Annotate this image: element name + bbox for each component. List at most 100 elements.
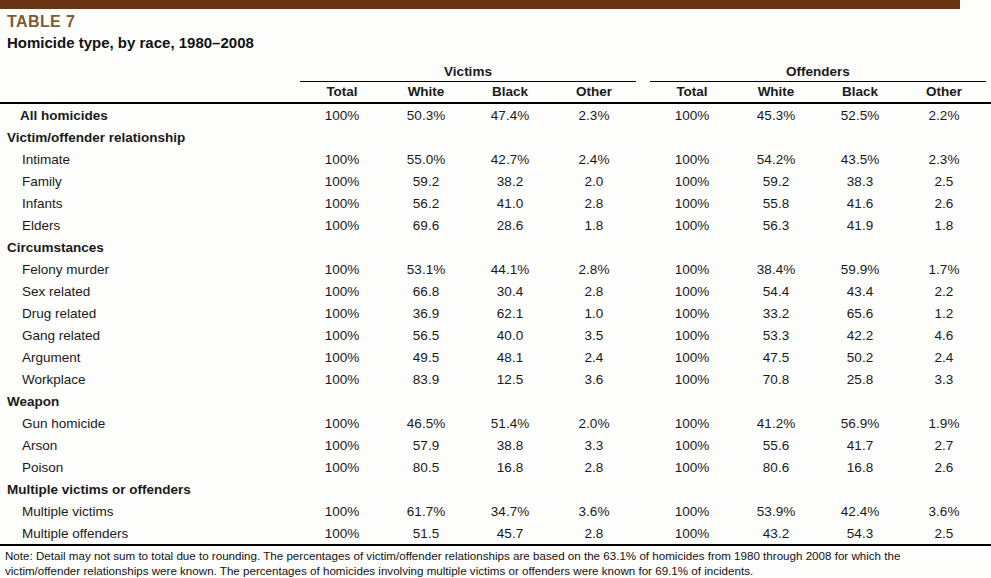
table-cell: 34.7% [468,504,552,519]
table-cell: 56.2 [384,196,468,211]
table-cell: 36.9 [384,306,468,321]
row-label: Workplace [0,372,300,387]
row-label: Family [0,174,300,189]
table-cell: 100% [650,438,734,453]
table-row: Gang related100%56.540.03.5100%53.342.24… [0,324,991,346]
table-cell: 3.6 [552,372,636,387]
table-cell: 56.5 [384,328,468,343]
row-label: Weapon [0,394,300,409]
row-label: Infants [0,196,300,211]
column-group-header-row: Victims Offenders [0,62,991,81]
table-cell: 1.0 [552,306,636,321]
table-cell: 55.8 [734,196,818,211]
table-cell: 41.0 [468,196,552,211]
table-row: Victim/offender relationship [0,126,991,148]
table-row: Gun homicide100%46.5%51.4%2.0%100%41.2%5… [0,412,991,434]
table-cell: 54.3 [818,526,902,541]
table-row: Poison100%80.516.82.8100%80.616.82.6 [0,456,991,478]
table-cell: 56.3 [734,218,818,233]
table-row: Felony murder100%53.1%44.1%2.8%100%38.4%… [0,258,991,280]
table-cell: 70.8 [734,372,818,387]
table-cell: 100% [300,350,384,365]
table-cell: 2.6 [902,196,986,211]
table-cell: 62.1 [468,306,552,321]
table-cell: 100% [300,218,384,233]
group-header-victims: Victims [300,62,636,82]
table-cell: 51.5 [384,526,468,541]
table-row: Weapon [0,390,991,412]
table-cell: 2.8 [552,284,636,299]
table-cell: 100% [300,108,384,123]
table-cell: 69.6 [384,218,468,233]
footnote: Note: Detail may not sum to total due to… [5,549,961,578]
table-cell: 100% [650,328,734,343]
column-header: Other [902,84,986,99]
table-cell: 44.1% [468,262,552,277]
table-cell: 2.3% [902,152,986,167]
row-label: All homicides [0,108,300,123]
table-cell: 3.3 [902,372,986,387]
table-cell: 49.5 [384,350,468,365]
table-cell: 1.9% [902,416,986,431]
table-row: Intimate100%55.0%42.7%2.4%100%54.2%43.5%… [0,148,991,170]
table-cell: 33.2 [734,306,818,321]
table-cell: 2.5 [902,174,986,189]
table-cell: 41.9 [818,218,902,233]
table-cell: 47.5 [734,350,818,365]
column-header-row: TotalWhiteBlackOtherTotalWhiteBlackOther [0,81,991,104]
table-row: Family100%59.238.22.0100%59.238.32.5 [0,170,991,192]
table-cell: 1.2 [902,306,986,321]
table-cell: 1.8 [552,218,636,233]
table-cell: 38.2 [468,174,552,189]
table-cell: 43.2 [734,526,818,541]
data-table: Victims Offenders TotalWhiteBlackOtherTo… [0,62,991,544]
table-cell: 40.0 [468,328,552,343]
table-cell: 100% [300,328,384,343]
table-cell: 42.2 [818,328,902,343]
row-label: Circumstances [0,240,300,255]
table-cell: 38.8 [468,438,552,453]
table-cell: 100% [650,152,734,167]
table-cell: 100% [650,196,734,211]
table-cell: 59.9% [818,262,902,277]
table-cell: 53.9% [734,504,818,519]
table-cell: 100% [650,174,734,189]
table-cell: 51.4% [468,416,552,431]
table-cell: 100% [300,504,384,519]
table-cell: 28.6 [468,218,552,233]
row-label: Sex related [0,284,300,299]
table-row: Sex related100%66.830.42.8100%54.443.42.… [0,280,991,302]
table-cell: 47.4% [468,108,552,123]
table-row: Multiple offenders100%51.545.72.8100%43.… [0,522,991,544]
table-cell: 2.8 [552,526,636,541]
table-cell: 16.8 [468,460,552,475]
table-cell: 100% [300,306,384,321]
table-cell: 66.8 [384,284,468,299]
table-cell: 100% [650,262,734,277]
table-cell: 2.5 [902,526,986,541]
table-cell: 100% [650,460,734,475]
table-cell: 2.4 [902,350,986,365]
table-row: Arson100%57.938.83.3100%55.641.72.7 [0,434,991,456]
table-cell: 46.5% [384,416,468,431]
table-cell: 100% [300,416,384,431]
table-cell: 55.0% [384,152,468,167]
table-cell: 1.8 [902,218,986,233]
table-cell: 100% [650,306,734,321]
table-cell: 50.2 [818,350,902,365]
table-cell: 100% [300,438,384,453]
bottom-rule [0,544,991,546]
table-cell: 45.3% [734,108,818,123]
group-header-offenders: Offenders [650,62,986,82]
table-cell: 43.5% [818,152,902,167]
table-row: Argument100%49.548.12.4100%47.550.22.4 [0,346,991,368]
table-cell: 4.6 [902,328,986,343]
table-subtitle: Homicide type, by race, 1980–2008 [7,33,991,52]
report-page: TABLE 7 Homicide type, by race, 1980–200… [0,0,991,578]
table-cell: 53.1% [384,262,468,277]
table-cell: 30.4 [468,284,552,299]
table-cell: 55.6 [734,438,818,453]
table-cell: 100% [300,526,384,541]
table-cell: 61.7% [384,504,468,519]
table-cell: 59.2 [734,174,818,189]
